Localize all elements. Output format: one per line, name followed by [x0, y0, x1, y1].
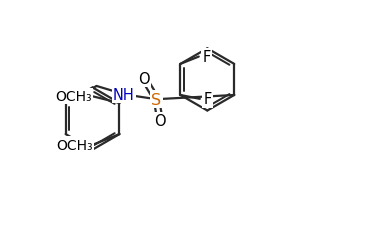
Text: F: F	[202, 50, 211, 65]
Text: S: S	[151, 92, 161, 107]
Text: OCH₃: OCH₃	[57, 138, 93, 152]
Text: O: O	[138, 71, 149, 86]
Text: NH: NH	[113, 88, 135, 103]
Text: O: O	[154, 113, 166, 128]
Text: OCH₃: OCH₃	[55, 90, 92, 104]
Text: F: F	[203, 92, 212, 107]
